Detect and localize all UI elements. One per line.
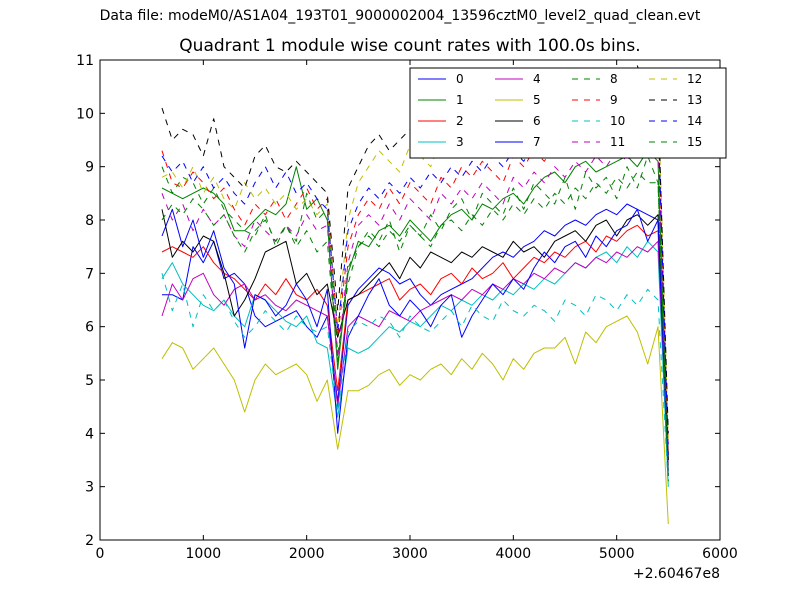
legend-label-2: 2 xyxy=(456,114,464,128)
legend-box xyxy=(409,67,727,159)
y-tick-label: 4 xyxy=(85,426,94,442)
y-tick-label: 9 xyxy=(85,160,94,176)
chart-supertitle: Data file: modeM0/AS1A04_193T01_90000020… xyxy=(99,8,701,24)
series-line-7 xyxy=(161,208,669,477)
legend-label-12: 12 xyxy=(687,72,702,86)
y-tick-label: 2 xyxy=(85,533,94,549)
legend-label-11: 11 xyxy=(610,135,625,149)
legend-label-4: 4 xyxy=(533,72,541,86)
y-tick-label: 11 xyxy=(76,53,94,69)
x-tick-label: 4000 xyxy=(496,546,532,562)
series-line-6 xyxy=(161,209,669,461)
series-line-10 xyxy=(161,273,669,487)
y-tick-label: 6 xyxy=(85,320,94,336)
legend-label-9: 9 xyxy=(610,93,618,107)
legend-label-6: 6 xyxy=(533,114,541,128)
y-tick-label: 3 xyxy=(85,480,94,496)
series-line-5 xyxy=(161,315,669,525)
series-line-8 xyxy=(161,155,669,482)
series-line-15 xyxy=(161,171,669,477)
x-tick-label: 0 xyxy=(96,546,105,562)
legend-label-13: 13 xyxy=(687,93,702,107)
series-line-1 xyxy=(161,150,669,461)
series-line-9 xyxy=(161,118,669,445)
legend-label-7: 7 xyxy=(533,135,541,149)
series-line-4 xyxy=(161,240,669,466)
legend-label-8: 8 xyxy=(610,72,618,86)
tick-layer: 0 1000 2000 3000 4000 5000 6000234567891011+2.… xyxy=(76,53,738,582)
legend-label-0: 0 xyxy=(456,72,464,86)
legend-label-3: 3 xyxy=(456,135,464,149)
y-tick-label: 5 xyxy=(85,373,94,389)
x-tick-label: 3000 xyxy=(392,546,428,562)
series-line-2 xyxy=(161,224,669,455)
x-tick-label: 6000 xyxy=(702,546,738,562)
chart-title: Quadrant 1 module wise count rates with … xyxy=(179,36,641,56)
series-line-3 xyxy=(161,240,669,487)
legend-label-10: 10 xyxy=(610,114,625,128)
legend-label-15: 15 xyxy=(687,135,702,149)
y-tick-label: 10 xyxy=(76,106,94,122)
x-tick-label: 5000 xyxy=(599,546,635,562)
y-tick-label: 7 xyxy=(85,266,94,282)
series-line-11 xyxy=(161,139,669,450)
x-offset-label: +2.60467e8 xyxy=(633,566,720,582)
x-tick-label: 1000 xyxy=(186,546,222,562)
legend-label-14: 14 xyxy=(687,114,702,128)
legend-label-1: 1 xyxy=(456,93,464,107)
x-tick-label: 2000 xyxy=(289,546,325,562)
series-line-14 xyxy=(161,112,669,455)
legend-label-5: 5 xyxy=(533,93,541,107)
y-tick-label: 8 xyxy=(85,213,94,229)
